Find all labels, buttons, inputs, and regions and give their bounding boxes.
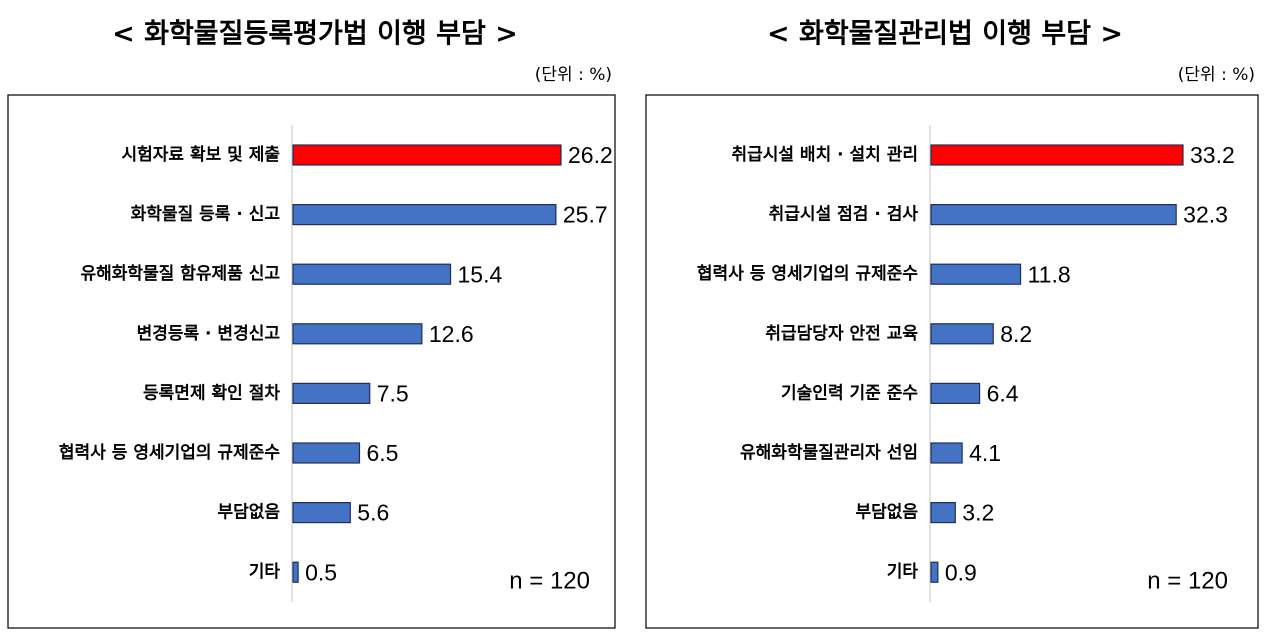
value-label: 5.6 <box>357 500 389 526</box>
value-label: 15.4 <box>458 261 503 287</box>
chart-frame <box>7 94 616 629</box>
sample-note: n = 120 <box>1147 567 1228 594</box>
category-label: 협력사 등 영세기업의 규제준수 <box>59 442 280 463</box>
sample-note: n = 120 <box>509 567 590 594</box>
value-label: 12.6 <box>429 321 474 347</box>
category-label: 기술인력 기준 준수 <box>781 383 918 403</box>
category-label: 유해화학물질관리자 선임 <box>740 442 918 463</box>
category-label: 화학물질 등록 · 신고 <box>131 204 281 225</box>
bar <box>292 442 361 464</box>
category-label: 취급시설 배치 · 설치 관리 <box>731 144 918 165</box>
bar <box>292 502 351 524</box>
value-label: 32.3 <box>1183 202 1228 228</box>
bar <box>930 442 963 464</box>
bar <box>930 263 1022 285</box>
bar <box>930 204 1177 226</box>
value-label: 0.9 <box>945 559 977 585</box>
value-label: 25.7 <box>563 202 608 228</box>
value-label: 6.4 <box>987 380 1019 406</box>
category-label: 변경등록 · 변경신고 <box>137 324 281 344</box>
category-label: 기타 <box>249 562 281 582</box>
category-label: 시험자료 확보 및 제출 <box>121 144 280 165</box>
category-label: 취급시설 점검 · 검사 <box>769 204 919 225</box>
value-label: 7.5 <box>377 380 409 406</box>
category-label: 등록면제 확인 절차 <box>143 382 280 403</box>
bar <box>930 502 956 524</box>
category-label: 부담없음 <box>217 503 280 523</box>
unit-label: (단위 : %) <box>535 65 612 85</box>
bar <box>930 144 1184 166</box>
bar <box>930 561 939 583</box>
value-label: 11.8 <box>1028 261 1071 287</box>
bar <box>292 382 371 404</box>
bar <box>292 263 452 285</box>
chart-frame <box>645 94 1259 629</box>
bar <box>930 323 994 345</box>
category-label: 협력사 등 영세기업의 규제준수 <box>697 263 918 284</box>
category-label: 유해화학물질 함유제품 신고 <box>80 263 280 284</box>
chart-title: < 화학물질관리법 이행 부담 > <box>767 19 1123 50</box>
value-label: 6.5 <box>366 440 398 466</box>
value-label: 0.5 <box>305 559 337 585</box>
value-label: 4.1 <box>969 440 1001 466</box>
bar <box>292 144 562 166</box>
value-label: 8.2 <box>1000 321 1032 347</box>
value-label: 33.2 <box>1190 142 1235 168</box>
chart-title: < 화학물질등록평가법 이행 부담 > <box>112 19 518 50</box>
bar <box>292 323 423 345</box>
bar <box>292 204 557 226</box>
category-label: 부담없음 <box>855 503 918 523</box>
category-label: 기타 <box>887 562 919 582</box>
category-label: 취급담당자 안전 교육 <box>765 323 918 344</box>
value-label: 26.2 <box>568 142 613 168</box>
bar <box>930 382 981 404</box>
bar <box>292 561 299 583</box>
value-label: 3.2 <box>962 500 994 526</box>
unit-label: (단위 : %) <box>1178 65 1255 85</box>
